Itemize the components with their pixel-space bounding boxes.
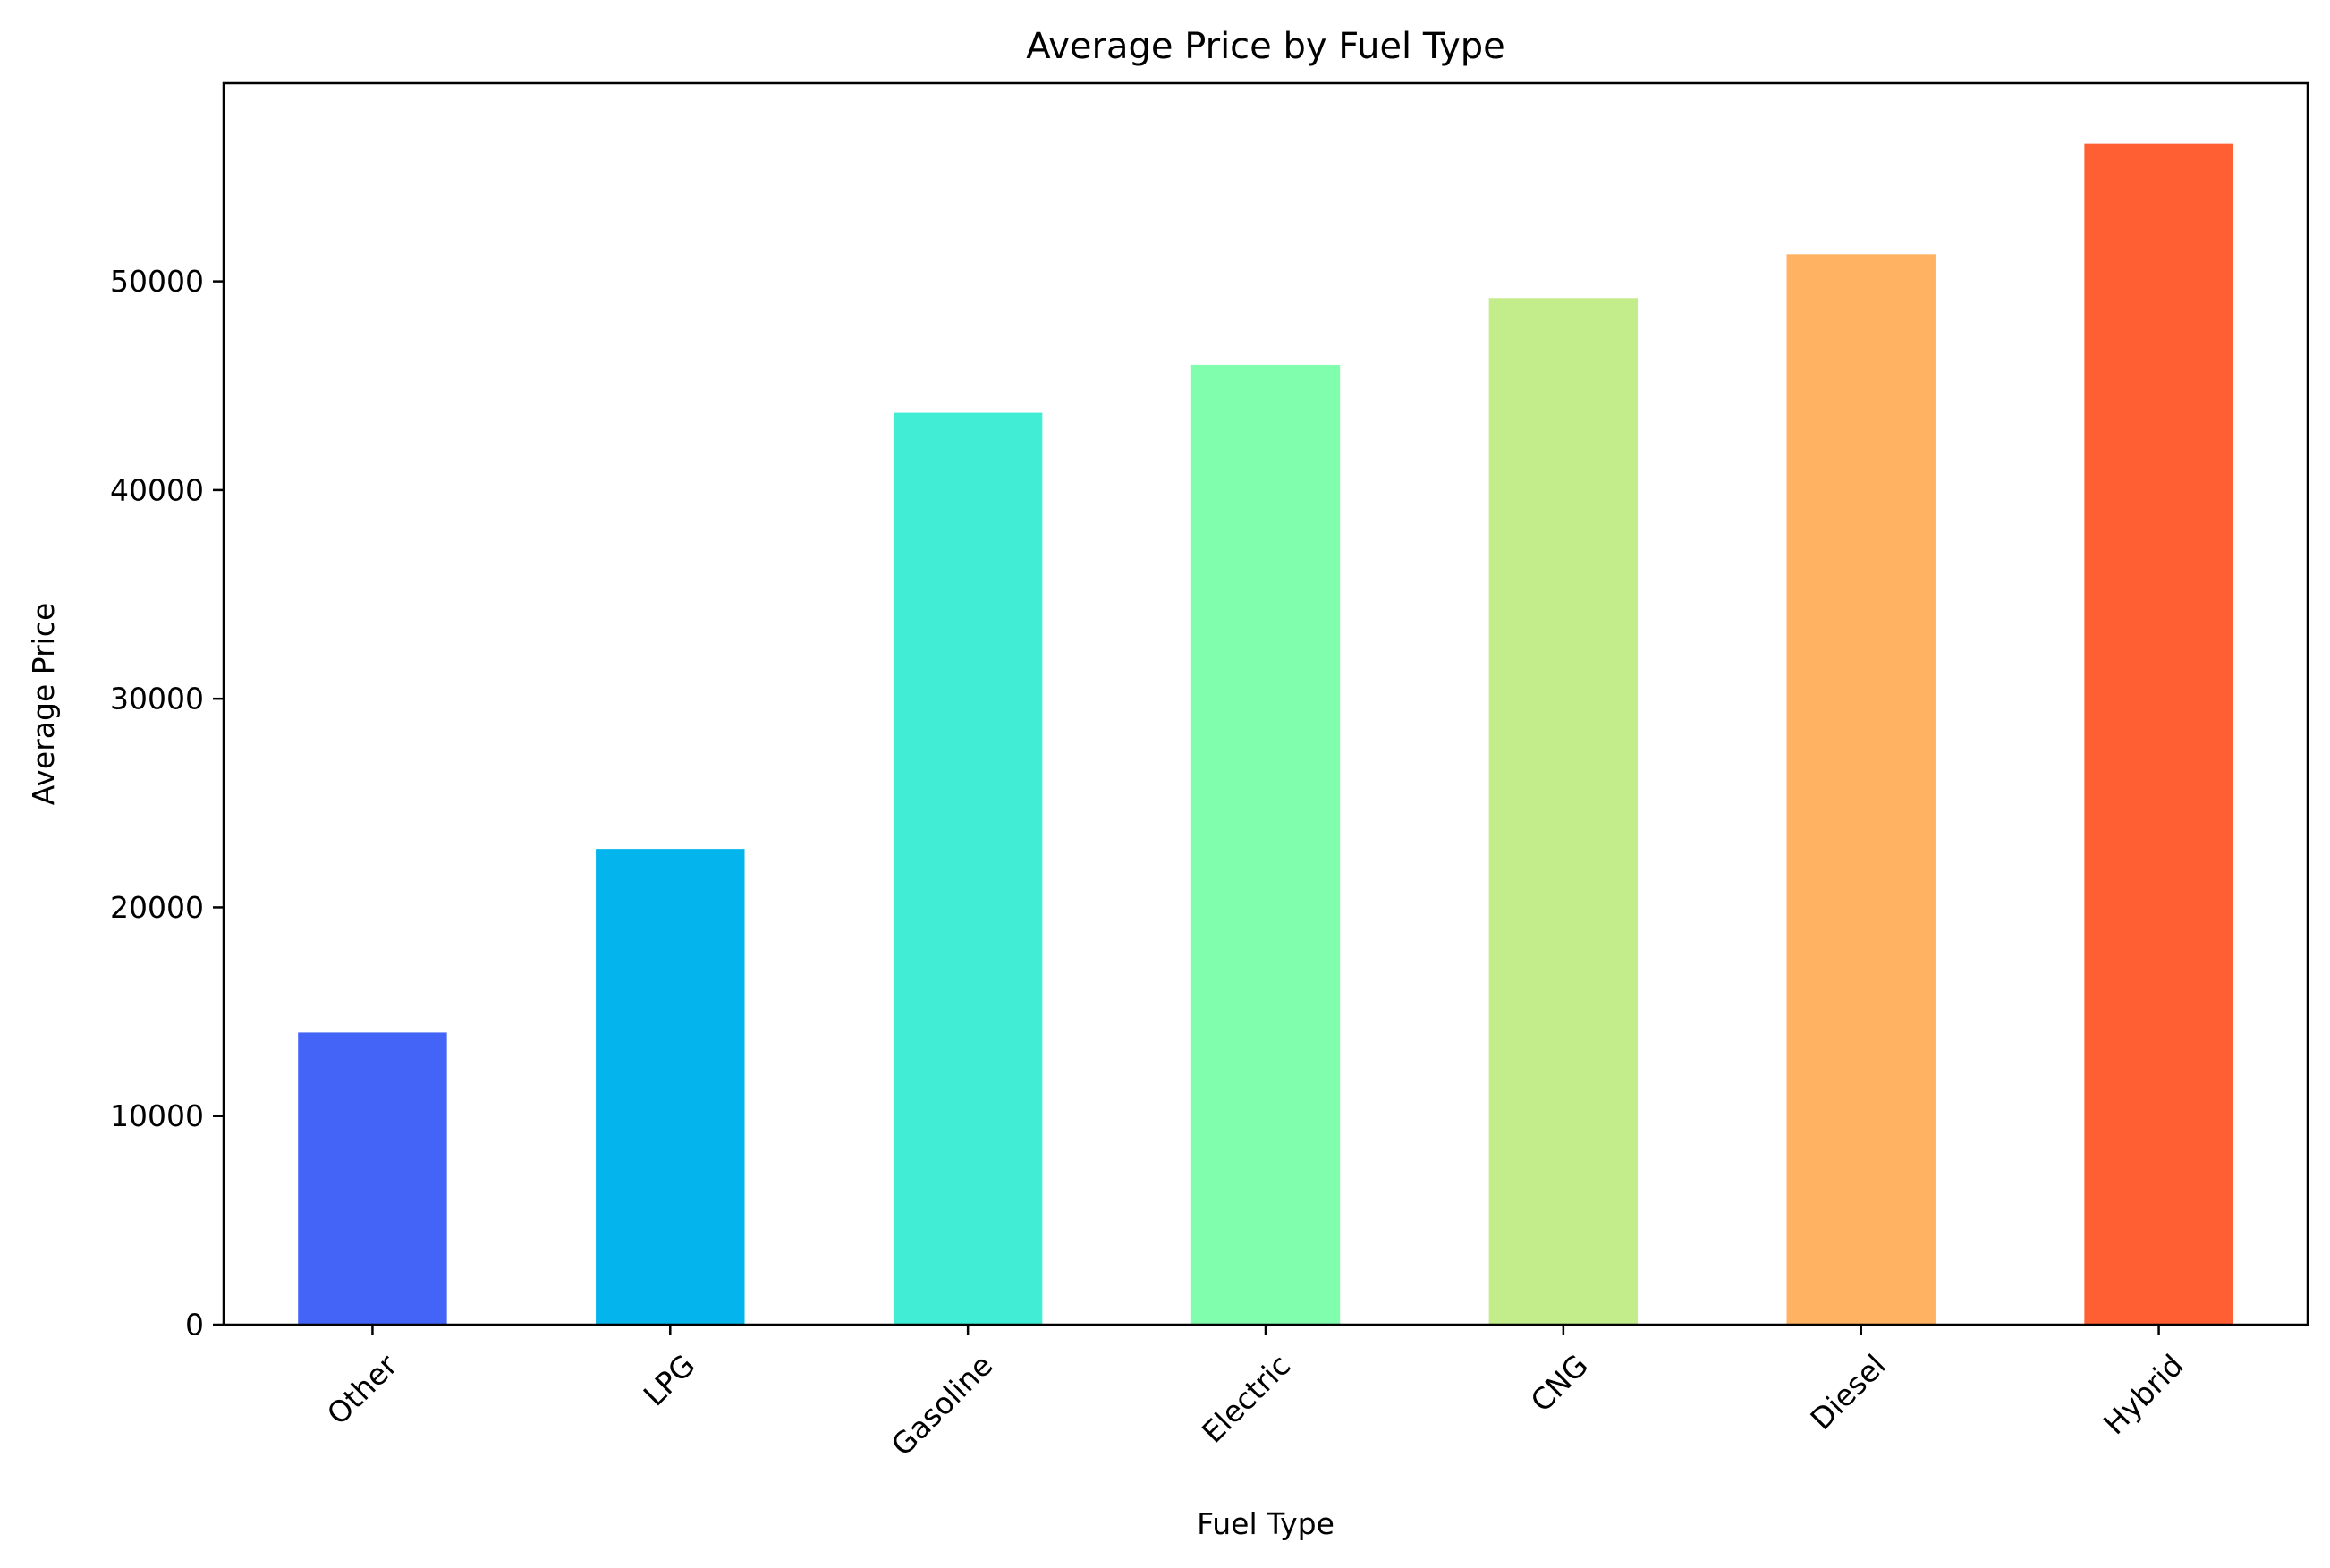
bar-cng — [1488, 298, 1639, 1325]
y-tick-label: 0 — [185, 1308, 204, 1343]
bar-other — [298, 1032, 447, 1325]
bar-lpg — [596, 849, 745, 1325]
bar-diesel — [1786, 254, 1936, 1326]
x-axis-label: Fuel Type — [1197, 1506, 1334, 1541]
plot-area-frame — [222, 81, 2309, 1326]
y-axis: 0 10000 20000 30000 40000 50000 — [110, 264, 224, 1343]
bars-layer — [298, 143, 2233, 1326]
y-tick-label: 40000 — [110, 472, 204, 507]
y-tick-label: 20000 — [110, 890, 204, 925]
bar-gasoline — [893, 412, 1043, 1326]
bar-electric — [1190, 364, 1341, 1326]
bar-hybrid — [2084, 143, 2233, 1326]
y-tick-label: 30000 — [110, 682, 204, 716]
y-tick-label: 50000 — [110, 264, 204, 299]
chart-title: Average Price by Fuel Type — [1026, 26, 1505, 67]
y-axis-label: Average Price — [26, 603, 61, 806]
y-tick-label: 10000 — [110, 1098, 204, 1133]
